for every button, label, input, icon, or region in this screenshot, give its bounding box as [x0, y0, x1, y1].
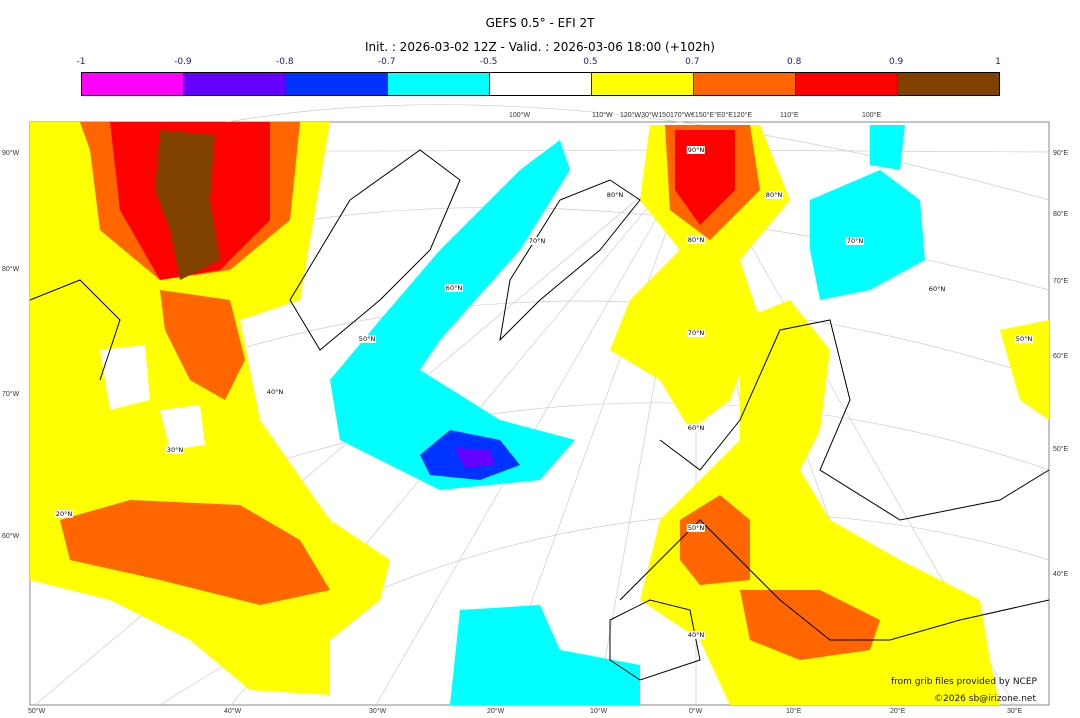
colorbar-bin [184, 73, 286, 95]
cyan-region-russia [810, 170, 925, 300]
brown-region-canada [155, 130, 220, 280]
latitude-label: 80°N [686, 236, 706, 244]
yellow-region-europe [640, 300, 1000, 705]
cyan-region-iberia-west [450, 605, 640, 705]
latitude-label: 30°N [165, 446, 185, 454]
colorbar-tick: -0.7 [377, 57, 396, 67]
axis-label-bottom: 10°W [590, 708, 608, 715]
latitude-label: 80°N [605, 191, 625, 199]
latitude-label: 40°N [686, 631, 706, 639]
colorbar-bin [694, 73, 796, 95]
colorbar-bin [796, 73, 898, 95]
colorbar-tick: 0.9 [888, 57, 904, 67]
axis-label-right: 40°E [1053, 571, 1069, 578]
axis-label-right: 60°E [1053, 353, 1069, 360]
axis-label-right: 80°E [1053, 211, 1069, 218]
yellow-region-east [1000, 320, 1049, 420]
latitude-label: 70°N [527, 237, 547, 245]
axis-label-bottom: 20°E [890, 708, 906, 715]
cyan-region-greenland-coast [330, 140, 575, 490]
axis-label-bottom: 30°E [1007, 708, 1023, 715]
axis-label-left: 60°W [2, 533, 20, 540]
axis-label-bottom: 10°E [786, 708, 802, 715]
latitude-label: 60°N [444, 284, 464, 292]
colorbar-bin [388, 73, 490, 95]
colorbar-bin [898, 73, 999, 95]
white-hole-2 [160, 405, 205, 450]
colorbar-legend [81, 72, 1000, 96]
axis-label-right: 50°E [1053, 446, 1069, 453]
map-subtitle: Init. : 2026-03-02 12Z - Valid. : 2026-0… [365, 40, 715, 54]
axis-label-left: 80°W [2, 266, 20, 273]
purple-region-atlantic [455, 448, 495, 468]
colorbar-tick: 0.5 [583, 57, 598, 67]
axis-label-bottom: 0°W [689, 708, 703, 715]
latitude-label: 50°N [686, 524, 706, 532]
cyan-region-pole [870, 125, 905, 170]
axis-label-top: 110°W [592, 112, 613, 119]
colorbar-bin [286, 73, 388, 95]
latitude-label: 60°N [927, 285, 947, 293]
orange-region-central [160, 290, 245, 400]
colorbar-tick: -0.5 [479, 57, 498, 67]
colorbar-tick: 0.8 [787, 57, 802, 67]
axis-label-bottom: 20°W [487, 708, 505, 715]
axis-label-left: 70°W [2, 391, 20, 398]
axis-label-top: 100°E [862, 112, 882, 119]
axis-label-top: 120°W30°W150170°W€150°E°E0°E120°E [620, 112, 753, 119]
latitude-label: 90°N [686, 146, 706, 154]
colorbar-tick: -1 [76, 57, 86, 67]
efi-field [30, 122, 1049, 705]
axis-label-right: 70°E [1053, 278, 1069, 285]
axis-label-bottom: 40°W [224, 708, 242, 715]
copyright-credit: ©2026 sb@irizone.net [934, 694, 1036, 704]
colorbar-bin [490, 73, 592, 95]
latitude-label: 70°N [845, 237, 865, 245]
latitude-label: 50°N [1014, 335, 1034, 343]
colorbar-bin [82, 73, 184, 95]
latitude-label: 40°N [265, 388, 285, 396]
axis-label-left: 90°W [2, 150, 20, 157]
white-hole-1 [100, 345, 150, 410]
colorbar-bin [592, 73, 694, 95]
latitude-label: 70°N [686, 329, 706, 337]
latitude-label: 50°N [357, 335, 377, 343]
map-title: GEFS 0.5° - EFI 2T [485, 16, 595, 30]
axis-label-top: 100°W [509, 112, 531, 119]
axis-label-right: 90°E [1053, 150, 1069, 157]
axis-label-top: 110°E [780, 112, 799, 119]
colorbar-tick: -0.9 [174, 57, 192, 67]
colorbar-tick: -0.8 [275, 57, 294, 67]
latitude-label: 80°N [764, 191, 784, 199]
latitude-label: 20°N [54, 510, 74, 518]
axis-label-bottom: 30°W [369, 708, 387, 715]
orange-region-france [680, 495, 750, 585]
axis-label-bottom: 50°W [28, 708, 46, 715]
orange-region-italy [740, 590, 880, 660]
colorbar-tick: 0.7 [685, 57, 700, 67]
coastlines [29, 149, 1050, 681]
data-source-credit: from grib files provided by NCEP [891, 677, 1037, 687]
orange-region-atlantic [60, 500, 330, 605]
colorbar-tick: 1 [995, 57, 1001, 67]
latitude-label: 60°N [686, 424, 706, 432]
